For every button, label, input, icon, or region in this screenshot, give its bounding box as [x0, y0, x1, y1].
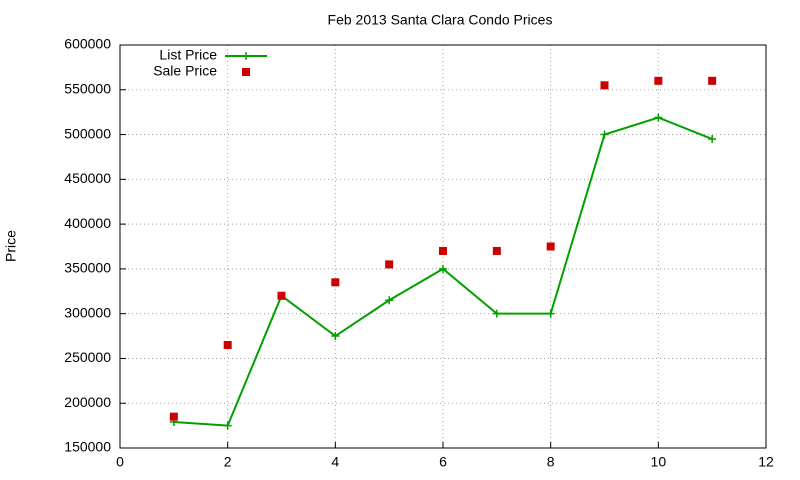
data-point	[654, 113, 663, 122]
x-tick-label: 6	[439, 454, 447, 470]
y-tick-label: 150000	[64, 439, 111, 455]
data-point	[331, 278, 340, 287]
data-point	[223, 421, 232, 430]
y-tick-label: 250000	[64, 349, 111, 365]
data-point	[385, 296, 394, 305]
data-point	[169, 412, 178, 421]
x-tick-label: 2	[224, 454, 232, 470]
x-tick-label: 10	[651, 454, 667, 470]
y-tick-label: 400000	[64, 215, 111, 231]
data-point	[492, 246, 501, 255]
data-point	[439, 246, 447, 255]
y-tick-label: 600000	[64, 36, 111, 52]
y-tick-label: 200000	[64, 394, 111, 410]
x-tick-label: 4	[331, 454, 339, 470]
data-point	[223, 341, 232, 350]
data-point	[385, 260, 394, 269]
x-tick-label: 8	[547, 454, 555, 470]
data-point	[546, 309, 555, 318]
y-tick-label: 350000	[64, 260, 111, 276]
data-point	[277, 291, 286, 300]
plot-frame	[119, 44, 767, 449]
data-point	[439, 264, 447, 273]
data-point	[600, 81, 609, 90]
data-point	[600, 130, 609, 139]
x-tick-label: 12	[758, 454, 774, 470]
legend-label: Sale Price	[153, 63, 217, 79]
y-tick-label: 450000	[64, 170, 111, 186]
data-point	[331, 332, 340, 341]
data-point	[654, 76, 663, 85]
y-axis-label: Price	[3, 230, 19, 262]
y-tick-label: 500000	[64, 125, 111, 141]
legend-marker	[242, 68, 250, 76]
data-point	[708, 135, 717, 144]
data-point	[708, 76, 717, 85]
data-point	[546, 242, 555, 251]
data-point	[492, 309, 501, 318]
y-tick-label: 550000	[64, 80, 111, 96]
x-tick-label: 0	[116, 454, 124, 470]
chart-title: Feb 2013 Santa Clara Condo Prices	[328, 12, 553, 28]
y-tick-label: 300000	[64, 304, 111, 320]
legend-label: List Price	[159, 47, 217, 63]
legend-marker	[242, 52, 250, 60]
